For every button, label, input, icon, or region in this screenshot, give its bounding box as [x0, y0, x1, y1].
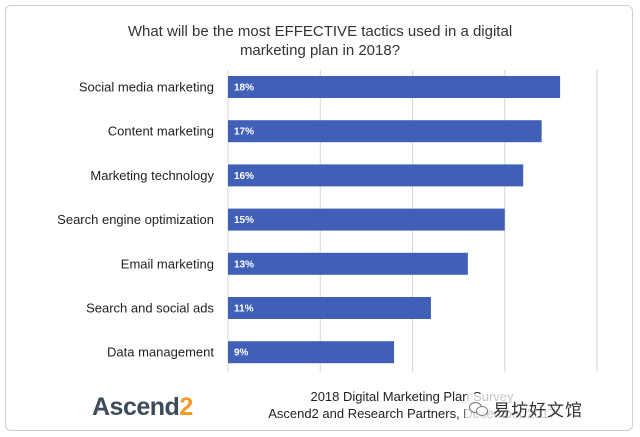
value-label: 13% — [234, 259, 254, 270]
bar — [228, 76, 561, 98]
category-label: Marketing technology — [90, 168, 214, 183]
value-label: 9% — [234, 348, 249, 359]
chart-frame — [5, 5, 633, 431]
logo-text: Ascend — [92, 393, 180, 421]
bar — [228, 297, 431, 319]
category-label: Content marketing — [108, 124, 214, 139]
category-label: Search and social ads — [86, 301, 214, 316]
value-label: 16% — [234, 171, 254, 182]
value-label: 18% — [234, 83, 254, 94]
bar — [228, 208, 505, 231]
watermark: 易坊好文馆 — [465, 394, 587, 423]
source-line-1: 2018 Digital Marketing Plan Survey — [310, 389, 514, 404]
category-label: Email marketing — [121, 256, 214, 271]
value-label: 17% — [234, 127, 254, 138]
category-label: Social media marketing — [79, 80, 214, 95]
ascend2-logo: Ascend2 — [92, 393, 193, 422]
value-label: 11% — [234, 304, 254, 315]
bar — [228, 164, 524, 187]
bar — [228, 252, 468, 275]
chart-title: What will be the most EFFECTIVE tactics … — [127, 23, 513, 59]
logo-number: 2 — [179, 393, 193, 421]
category-labels: Social media marketing Content marketing M… — [57, 80, 214, 360]
watermark-text: 易坊好文馆 — [493, 401, 583, 420]
category-label: Data management — [107, 345, 214, 360]
value-label: 15% — [234, 215, 254, 226]
category-label: Search engine optimization — [57, 212, 214, 227]
bar — [228, 120, 542, 143]
bars — [228, 76, 561, 364]
wechat-icon — [469, 401, 489, 416]
value-labels: 18% 17% 16% 15% 13% 11% 9% — [234, 83, 254, 359]
bar — [228, 341, 395, 364]
